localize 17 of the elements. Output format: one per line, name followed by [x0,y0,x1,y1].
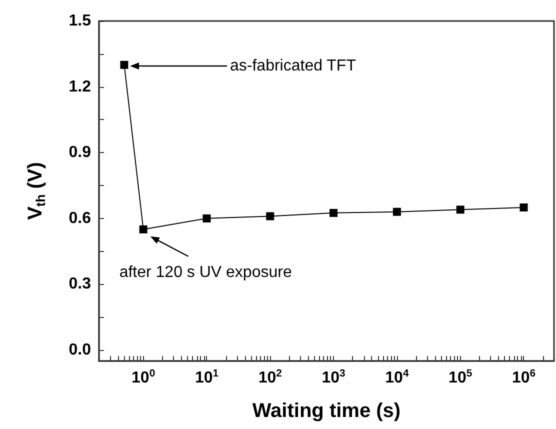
x-axis-title: Waiting time (s) [252,400,401,422]
y-tick-label: 0.6 [68,210,92,227]
y-tick-label: 0.9 [68,144,92,162]
point [392,208,401,216]
annotation: after 120 s UV exposure [119,264,292,281]
point [456,206,464,214]
point [520,203,528,212]
y-tick-label: 0.0 [68,342,92,359]
y-tick-label: 0.3 [68,276,92,293]
point [202,214,211,222]
y-tick-label: 1.5 [68,12,92,30]
point [266,212,274,220]
y-axis-title: Vth (V) [24,162,48,220]
point [139,225,148,234]
annotation: as-fabricated TFT [230,58,356,74]
point [330,208,338,217]
y-tick-label: 1.2 [68,78,92,96]
